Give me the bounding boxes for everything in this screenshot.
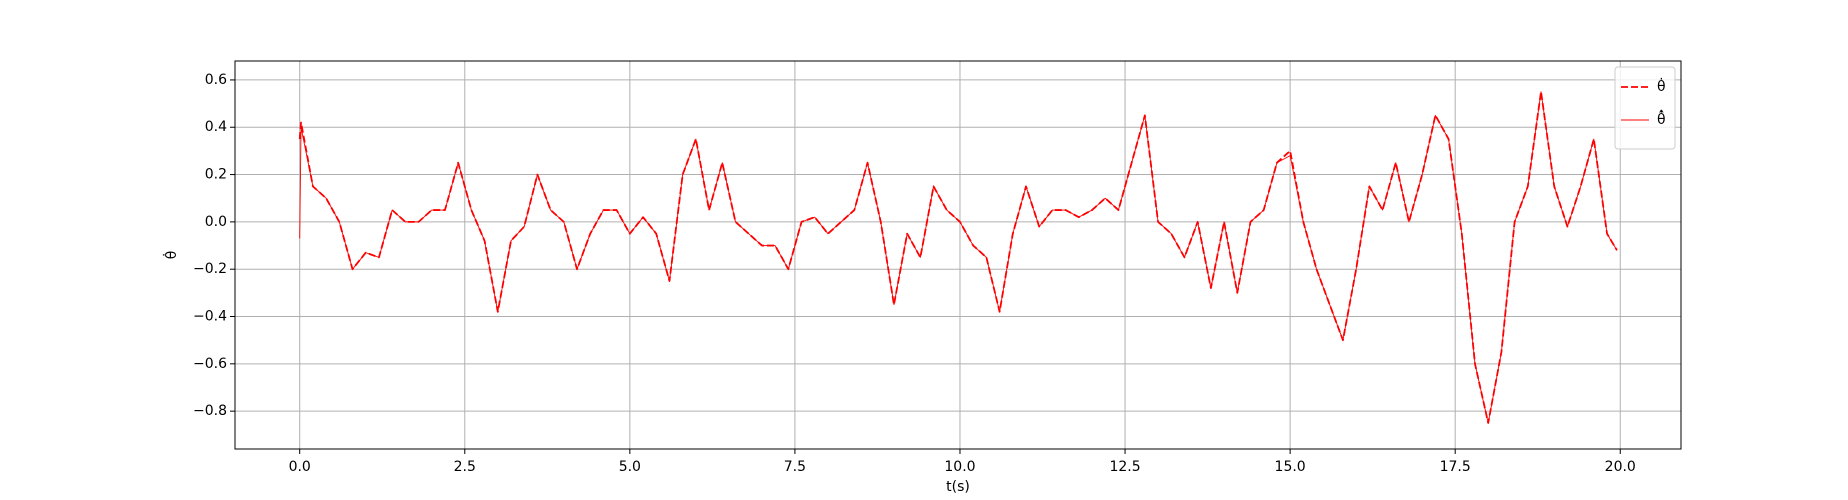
x-tick-label: 12.5 <box>1109 459 1140 475</box>
x-axis-label: t(s) <box>946 479 970 495</box>
y-tick-label: −0.8 <box>193 403 227 419</box>
x-tick-label: 15.0 <box>1275 459 1306 475</box>
x-tick-label: 20.0 <box>1605 459 1636 475</box>
plot-frame <box>234 60 1682 450</box>
y-axis-label: θ̇ <box>162 251 180 260</box>
y-tick-label: 0.0 <box>205 214 227 230</box>
x-tick-label: 10.0 <box>944 459 975 475</box>
x-tick-label: 2.5 <box>454 459 476 475</box>
x-tick-label: 0.0 <box>289 459 311 475</box>
y-tick-label: 0.6 <box>205 72 227 88</box>
x-tick-label: 7.5 <box>784 459 806 475</box>
y-tick-label: 0.4 <box>205 119 227 135</box>
legend-box <box>1614 66 1676 150</box>
y-tick-label: −0.6 <box>193 356 227 372</box>
y-tick-label: −0.4 <box>193 309 227 325</box>
x-tick-label: 5.0 <box>619 459 641 475</box>
legend-label: θ̇ <box>1657 77 1666 95</box>
y-tick-label: −0.2 <box>193 261 227 277</box>
y-tick-label: 0.2 <box>205 167 227 183</box>
data-line <box>299 91 1618 424</box>
data-line <box>298 90 1618 424</box>
legend-label: θ̂̇ <box>1657 109 1666 128</box>
x-tick-label: 17.5 <box>1440 459 1471 475</box>
